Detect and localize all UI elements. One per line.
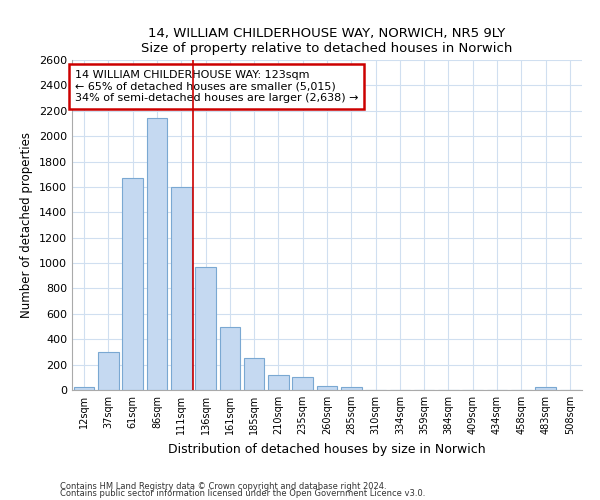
Text: 14 WILLIAM CHILDERHOUSE WAY: 123sqm
← 65% of detached houses are smaller (5,015): 14 WILLIAM CHILDERHOUSE WAY: 123sqm ← 65… bbox=[74, 70, 358, 103]
Bar bbox=[341, 387, 362, 390]
Text: Contains public sector information licensed under the Open Government Licence v3: Contains public sector information licen… bbox=[60, 490, 425, 498]
Bar bbox=[317, 386, 337, 390]
Bar bbox=[122, 178, 143, 390]
Bar bbox=[268, 375, 289, 390]
Bar bbox=[244, 358, 265, 390]
Bar bbox=[292, 378, 313, 390]
Title: 14, WILLIAM CHILDERHOUSE WAY, NORWICH, NR5 9LY
Size of property relative to deta: 14, WILLIAM CHILDERHOUSE WAY, NORWICH, N… bbox=[142, 26, 512, 54]
Y-axis label: Number of detached properties: Number of detached properties bbox=[20, 132, 34, 318]
Bar bbox=[74, 388, 94, 390]
Bar bbox=[171, 187, 191, 390]
Bar bbox=[98, 352, 119, 390]
Bar bbox=[220, 326, 240, 390]
X-axis label: Distribution of detached houses by size in Norwich: Distribution of detached houses by size … bbox=[168, 442, 486, 456]
Text: Contains HM Land Registry data © Crown copyright and database right 2024.: Contains HM Land Registry data © Crown c… bbox=[60, 482, 386, 491]
Bar bbox=[195, 267, 216, 390]
Bar bbox=[535, 388, 556, 390]
Bar bbox=[146, 118, 167, 390]
